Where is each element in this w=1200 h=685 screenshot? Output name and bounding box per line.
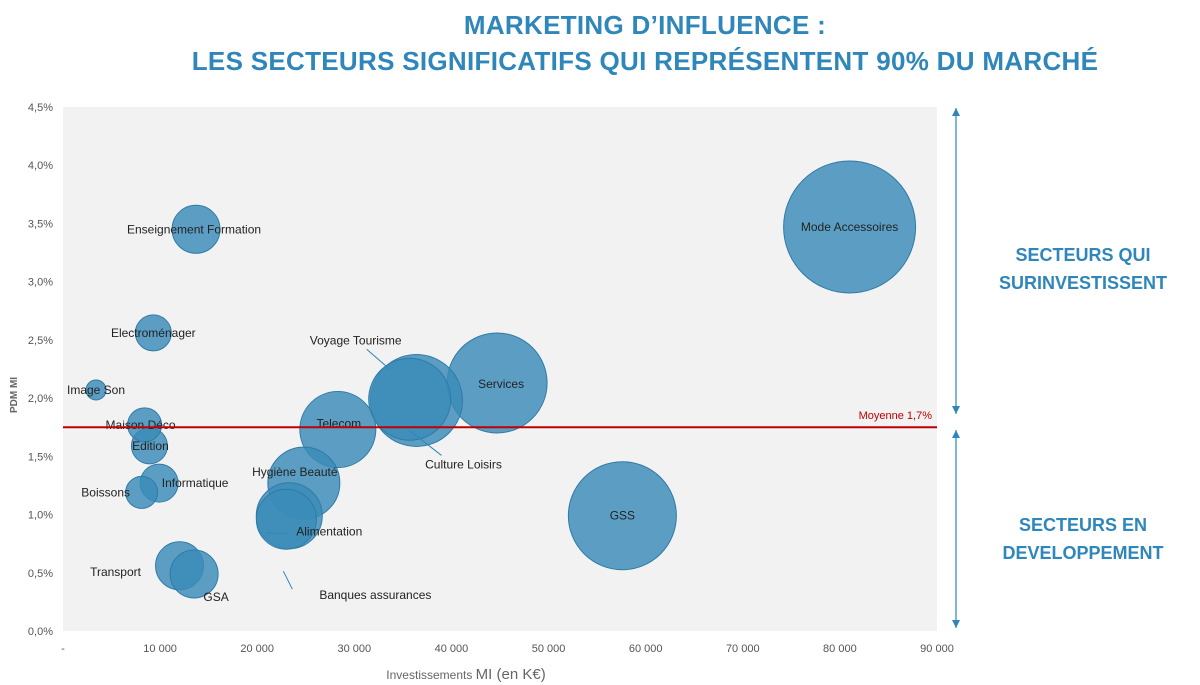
- bubble: [85, 379, 107, 401]
- bubble-label: GSA: [203, 590, 228, 604]
- bubble: [783, 160, 917, 294]
- y-tick-label: 4,0%: [28, 160, 53, 172]
- bubble: [134, 314, 172, 352]
- leader-line: [409, 430, 442, 456]
- y-tick-label: 4,5%: [28, 102, 53, 114]
- bubble-label: Electroménager: [111, 326, 196, 340]
- bubble: [169, 549, 219, 599]
- x-tick-label: 60 000: [629, 643, 663, 655]
- lower-range-arrow-head-bottom: [952, 620, 960, 628]
- y-tick-label: 1,5%: [28, 451, 53, 463]
- bubble-label: Edition: [132, 439, 169, 453]
- x-tick-label: -: [61, 643, 65, 655]
- bubble: [567, 461, 677, 571]
- upper-range-arrow-head-bottom: [952, 406, 960, 414]
- leader-line: [282, 570, 293, 590]
- upper-zone-label-line1: SECTEURS QUI: [1015, 245, 1151, 265]
- y-tick-label: 0,5%: [28, 568, 53, 580]
- y-tick-label: 3,0%: [28, 277, 53, 289]
- upper-zone-label-line2: SURINVESTISSENT: [998, 273, 1168, 293]
- bubble-label: Hygiène Beauté: [252, 465, 338, 479]
- bubble-label: Alimentation: [296, 525, 362, 539]
- y-tick-label: 0,0%: [28, 626, 53, 638]
- y-tick-label: 2,5%: [28, 335, 53, 347]
- bubble-label: Services: [478, 377, 524, 391]
- bubble-label: Boissons: [81, 485, 130, 499]
- bubble-label: Transport: [90, 565, 142, 579]
- x-tick-label: 20 000: [240, 643, 274, 655]
- lower-zone-label: SECTEURS EN DEVELOPPEMENT: [963, 511, 1200, 567]
- bubble-label: Culture Loisirs: [425, 457, 502, 471]
- bubble-label: Enseignement Formation: [127, 222, 261, 236]
- bubble-label: Mode Accessoires: [801, 220, 898, 234]
- bubble: [171, 204, 221, 254]
- bubble-label: Voyage Tourisme: [310, 333, 402, 347]
- upper-zone-label: SECTEURS QUI SURINVESTISSENT: [963, 241, 1200, 297]
- bubble: [299, 391, 377, 469]
- y-tick-label: 1,0%: [28, 510, 53, 522]
- x-tick-label: 90 000: [920, 643, 954, 655]
- x-tick-label: 10 000: [143, 643, 177, 655]
- leader-line: [366, 348, 391, 370]
- bubble-label: Banques assurances: [319, 588, 431, 602]
- x-tick-label: 30 000: [338, 643, 372, 655]
- y-axis-title: PDM MI: [9, 377, 20, 413]
- bubble-label: Maison Déco: [106, 418, 176, 432]
- bubble-label: Image Son: [67, 383, 125, 397]
- x-tick-label: 50 000: [532, 643, 566, 655]
- x-tick-label: 70 000: [726, 643, 760, 655]
- chart-title-line2: LES SECTEURS SIGNIFICATIFS QUI REPRÉSENT…: [191, 46, 1099, 76]
- lower-zone-label-line1: SECTEURS EN: [1018, 515, 1148, 535]
- lower-zone-label-line2: DEVELOPPEMENT: [1002, 543, 1164, 563]
- bubble: [368, 357, 452, 441]
- upper-range-arrow-head-top: [952, 108, 960, 116]
- bubble-label: GSS: [610, 509, 635, 523]
- bubble: [125, 475, 159, 509]
- y-tick-label: 2,0%: [28, 393, 53, 405]
- bubble: [127, 407, 163, 443]
- bubble-label: Informatique: [162, 476, 229, 490]
- bubble-label: Telecom: [316, 417, 361, 431]
- x-axis-title: Investissements MI (en K€): [386, 666, 545, 683]
- lower-range-arrow-head-top: [952, 430, 960, 438]
- leader-line: [266, 532, 288, 535]
- chart-title-line1: MARKETING D’INFLUENCE :: [463, 10, 827, 40]
- bubble: [255, 488, 317, 550]
- x-tick-label: 40 000: [435, 643, 469, 655]
- x-tick-label: 80 000: [823, 643, 857, 655]
- average-label: Moyenne 1,7%: [859, 410, 933, 422]
- y-tick-label: 3,5%: [28, 218, 53, 230]
